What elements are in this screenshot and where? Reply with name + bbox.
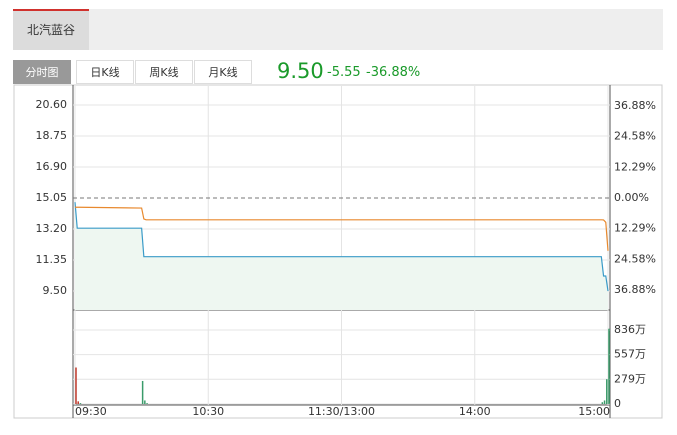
- tab[interactable]: 北汽蓝谷: [13, 9, 89, 50]
- price-area: [75, 202, 608, 310]
- volume-tick-label: 836万: [614, 323, 646, 336]
- average-line: [75, 206, 609, 251]
- price-change-pct: -36.88%: [366, 65, 421, 80]
- x-tick-label: 11:30/13:00: [308, 405, 375, 418]
- y-tick-label: 13.20: [36, 222, 68, 235]
- volume-tick-label: 557万: [614, 348, 646, 361]
- volume-tick-label: 0: [614, 397, 621, 410]
- y-tick-label: 18.75: [36, 129, 68, 142]
- y-tick-label: 20.60: [36, 98, 68, 111]
- y2-tick-label: 36.88%: [614, 99, 656, 112]
- chart-frame: [13, 84, 663, 419]
- price-change: -5.55: [327, 65, 361, 80]
- volume-tick-label: 279万: [614, 372, 646, 385]
- y2-tick-label: 12.29%: [614, 222, 656, 235]
- x-tick-label: 09:30: [75, 405, 107, 418]
- y-tick-label: 11.35: [36, 253, 68, 266]
- y-tick-label: 16.90: [36, 160, 68, 173]
- y2-tick-label: 0.00%: [614, 191, 649, 204]
- view-button[interactable]: 日K线: [76, 60, 134, 84]
- y2-tick-label: 24.58%: [614, 130, 656, 143]
- x-tick-label: 15:00: [578, 405, 610, 418]
- y2-tick-label: 24.58%: [614, 252, 656, 265]
- price-line: [74, 202, 609, 292]
- price: 9.50: [277, 59, 324, 83]
- y2-tick-label: 36.88%: [614, 283, 656, 296]
- x-tick-label: 14:00: [459, 405, 491, 418]
- x-tick-label: 10:30: [192, 405, 224, 418]
- y2-tick-label: 12.29%: [614, 160, 656, 173]
- y-tick-label: 15.05: [36, 191, 68, 204]
- view-button[interactable]: 周K线: [135, 60, 193, 84]
- view-button[interactable]: 分时图: [13, 60, 71, 84]
- y-tick-label: 9.50: [43, 284, 68, 297]
- view-button[interactable]: 月K线: [194, 60, 252, 84]
- tab-bar: 北汽蓝谷: [13, 9, 663, 50]
